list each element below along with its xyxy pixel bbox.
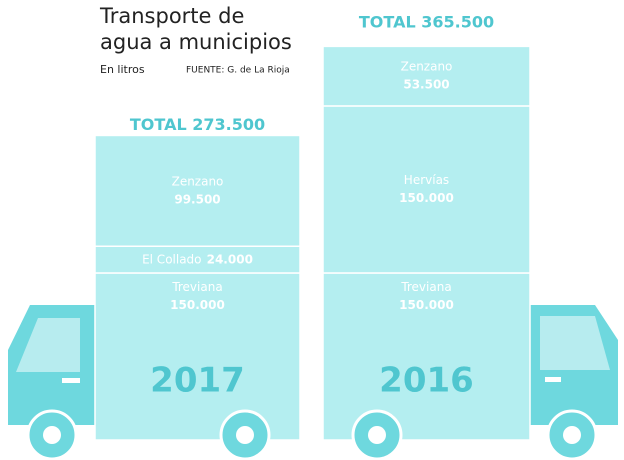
segment-name: Zenzano xyxy=(172,174,224,188)
segment-value: 53.500 xyxy=(403,78,449,92)
bar-segment xyxy=(322,45,531,107)
segment-value: 150.000 xyxy=(170,298,225,312)
segment-name: El Collado xyxy=(142,252,201,266)
bars: Treviana 150.000 El Collado 24.000 Zenzano 9… xyxy=(94,45,531,441)
chart-subtitle: En litros xyxy=(100,63,145,76)
chart-title: Transporte de xyxy=(99,4,244,28)
category-label: 2017 xyxy=(150,361,245,401)
wheels xyxy=(26,409,598,460)
bar-segment xyxy=(94,272,301,441)
segment-value: 150.000 xyxy=(399,191,454,205)
segment-value: 24.000 xyxy=(207,252,253,266)
source: FUENTE: G. de La Rioja xyxy=(186,66,290,76)
segment-value: 150.000 xyxy=(399,298,454,312)
segment-name: Zenzano xyxy=(401,60,453,74)
segment-label: El Collado 24.000 xyxy=(142,249,253,268)
truck-cab-left xyxy=(8,305,95,425)
segment-value: 99.500 xyxy=(174,192,220,206)
total-label: TOTAL 365.500 xyxy=(359,13,494,32)
total-label: TOTAL 273.500 xyxy=(130,115,265,134)
segment-name: Treviana xyxy=(400,280,451,294)
chart-title: agua a municipios xyxy=(100,30,292,54)
bar-segment xyxy=(322,105,531,274)
bar-segment xyxy=(94,134,301,247)
bar-segment xyxy=(94,245,301,274)
segment-name: Hervías xyxy=(404,173,449,187)
segment-name: Treviana xyxy=(171,280,222,294)
category-label: 2016 xyxy=(379,361,474,401)
truck-cab-right xyxy=(530,305,618,425)
